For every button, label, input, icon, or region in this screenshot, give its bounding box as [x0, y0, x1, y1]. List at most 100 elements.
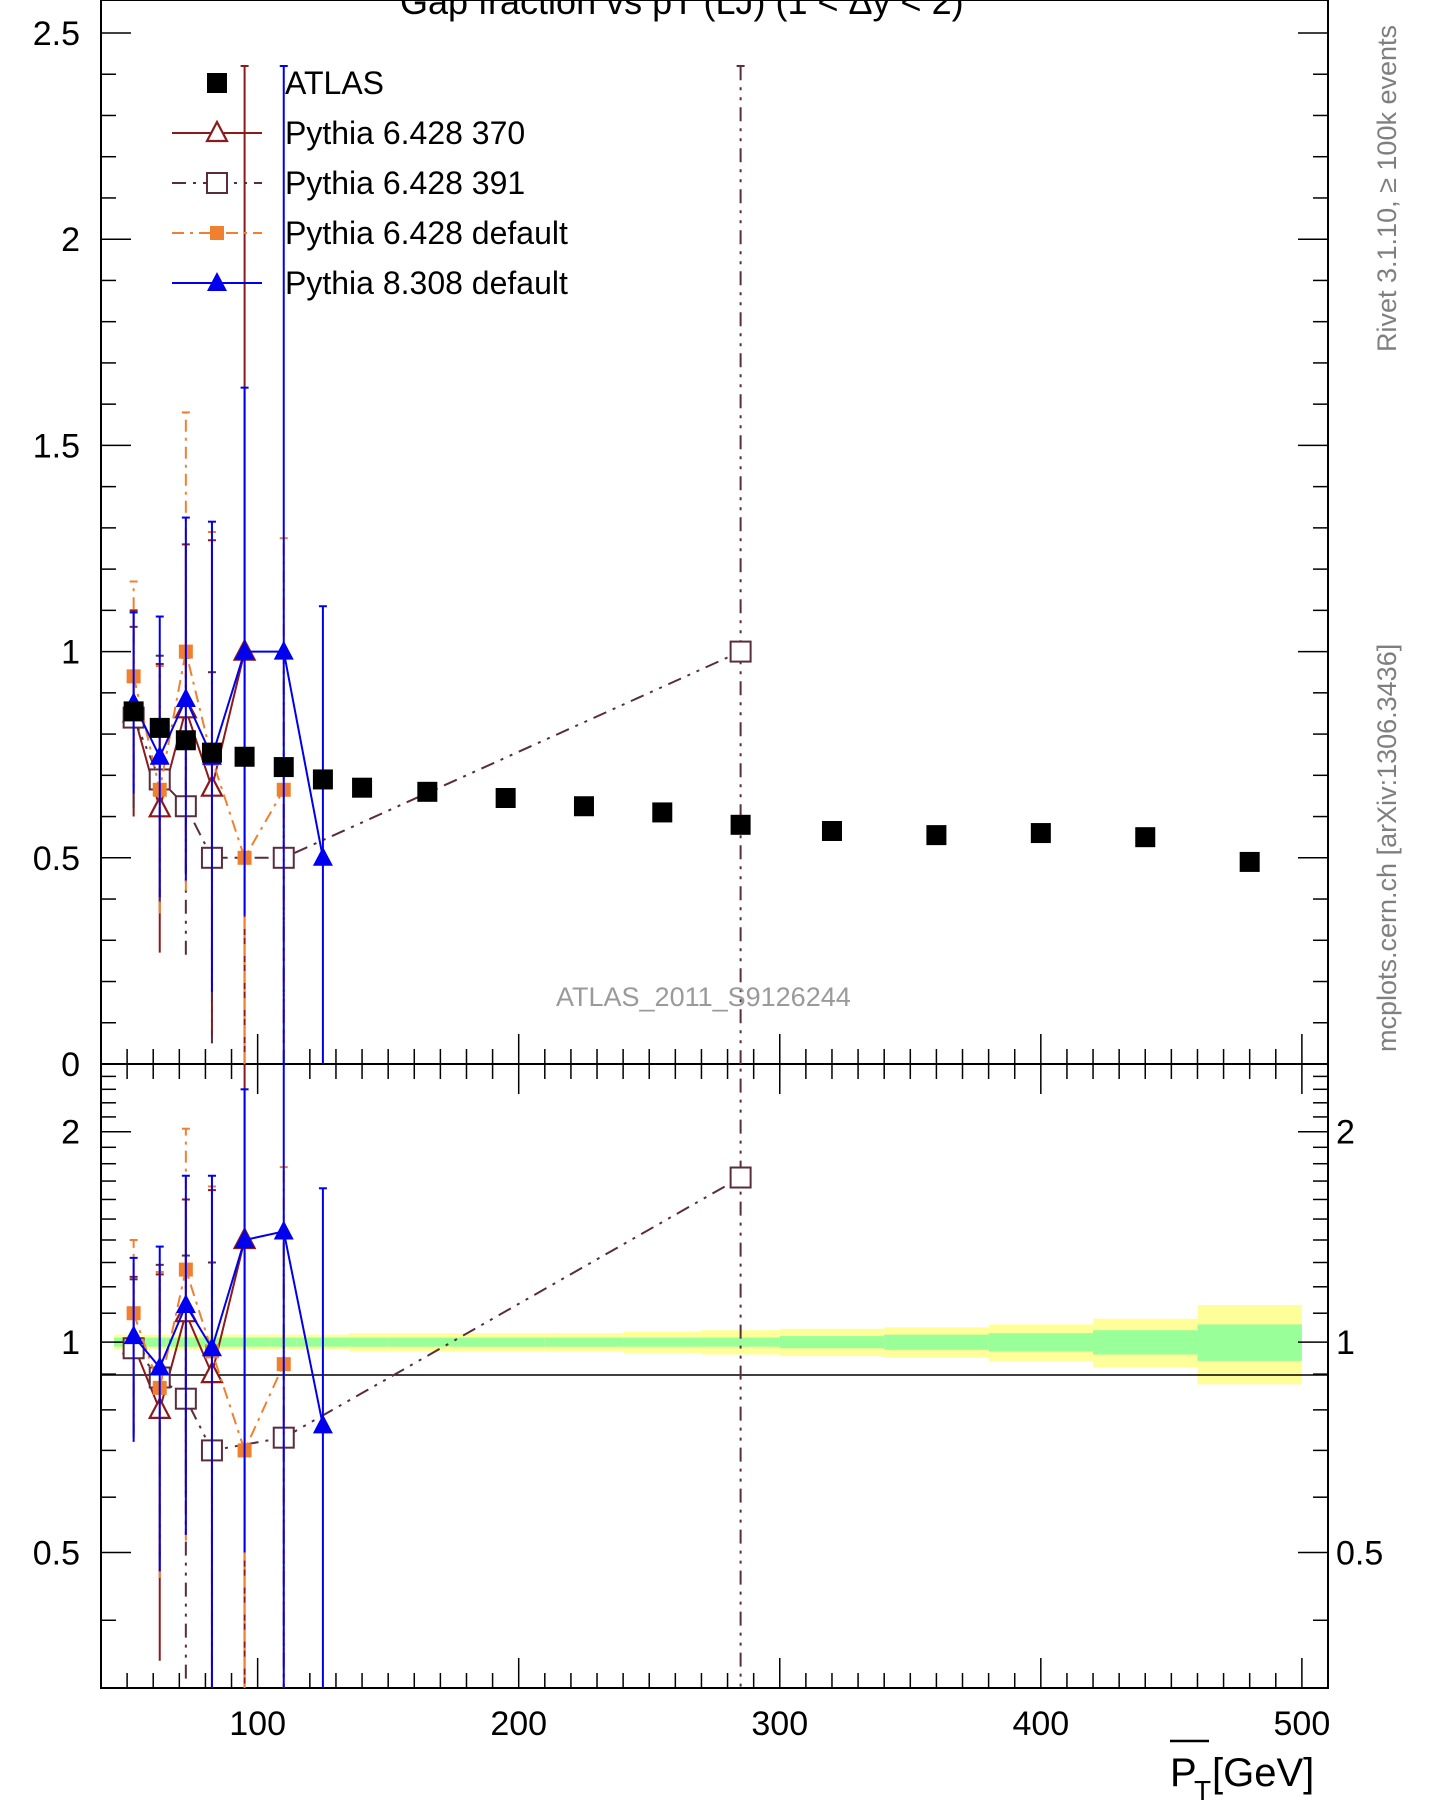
band-inner-segment [988, 1333, 1094, 1352]
series-point [729, 640, 752, 663]
series-point [149, 745, 170, 765]
rivet-version-label: Rivet 3.1.10, ≥ 100k events [1372, 25, 1402, 352]
y-tick-label-main: 0.5 [33, 840, 80, 878]
band-inner-segment [544, 1337, 624, 1347]
ratio-series-point [175, 1294, 196, 1314]
atlas-point [1030, 823, 1051, 844]
atlas-point [123, 701, 144, 722]
atlas-point [730, 814, 751, 835]
axis-ticks [101, 32, 1328, 1688]
main-series-layer [121, 64, 1260, 1064]
band-inner-segment [388, 1337, 467, 1347]
y-tick-label-ratio-right: 0.5 [1336, 1535, 1383, 1573]
legend-label: Pythia 6.428 391 [285, 165, 525, 201]
atlas-point [1239, 851, 1260, 872]
ratio-uncertainty-band [114, 1305, 1302, 1385]
atlas-point [273, 757, 294, 778]
legend-marker [207, 73, 227, 93]
legend-entry-atlas: ATLAS [207, 65, 384, 101]
atlas-point [652, 802, 673, 823]
ratio-series-layer [121, 1064, 752, 1688]
ratio-plot-frame [100, 1063, 1329, 1689]
ratio-series-line [132, 1265, 285, 1454]
band-inner-segment [1093, 1330, 1198, 1355]
band-inner-segment [884, 1334, 989, 1350]
x-tick-label: 500 [1274, 1705, 1331, 1743]
legend-marker [210, 226, 224, 240]
atlas-point [175, 730, 196, 751]
chart-title: Gap fraction vs pT (LJ) (1 < Δy < 2) [400, 0, 964, 22]
atlas-point [149, 717, 170, 738]
x-tick-label: 200 [490, 1705, 547, 1743]
series-py6_370 [121, 64, 257, 1064]
x-tick-label: 400 [1012, 1705, 1069, 1743]
atlas-point [201, 742, 222, 763]
atlas-point [352, 777, 373, 798]
x-axis-label-subscript: T [1194, 1775, 1211, 1800]
legend-marker [205, 119, 229, 143]
legend-label: Pythia 6.428 default [285, 215, 568, 251]
y-tick-label-main: 1 [61, 634, 80, 672]
y-tick-label-main: 2.5 [33, 15, 80, 53]
legend-marker [207, 272, 227, 291]
main-plot-frame [100, 0, 1329, 1065]
legend-entry-py8_default: Pythia 8.308 default [172, 265, 568, 301]
x-tick-label: 100 [229, 1705, 286, 1743]
atlas-point [417, 781, 438, 802]
y-tick-label-ratio-right: 2 [1336, 1114, 1355, 1152]
mcplots-label: mcplots.cern.ch [arXiv:1306.3436] [1372, 644, 1402, 1052]
y-tick-label-ratio-right: 1 [1336, 1324, 1355, 1362]
legend-entry-py6_default: Pythia 6.428 default [172, 215, 568, 251]
band-inner-segment [349, 1337, 389, 1347]
y-tick-label-ratio: 1 [61, 1324, 80, 1362]
ratio-series-point [123, 1325, 144, 1345]
legend-label: Pythia 8.308 default [285, 265, 568, 301]
ratio-series-point [149, 1356, 170, 1376]
band-inner-segment [466, 1337, 545, 1347]
y-tick-label-main: 1.5 [33, 427, 80, 465]
x-tick-label: 300 [751, 1705, 808, 1743]
analysis-label: ATLAS_2011_S9126244 [556, 982, 851, 1012]
ratio-series-line [132, 1230, 324, 1426]
atlas-point [312, 769, 333, 790]
band-inner-segment [1197, 1324, 1302, 1361]
ratio-series-py8_default [123, 1064, 333, 1688]
x-axis-label: P T [GeV] [1170, 1739, 1314, 1800]
x-axis-label-unit: [GeV] [1212, 1751, 1314, 1795]
legend-entry-py6_391: Pythia 6.428 391 [172, 165, 525, 201]
axis-tick-labels: 100 200 300 400 500 0 0.5 1 1.5 2 2.5 0.5 0.5 1 1 2 2 [33, 15, 1384, 1743]
atlas-point [821, 820, 842, 841]
legend-entry-py6_370: Pythia 6.428 370 [172, 115, 525, 151]
legend-marker [206, 172, 228, 194]
atlas-point [234, 746, 255, 767]
atlas-point [495, 788, 516, 808]
series-atlas [123, 701, 1260, 872]
ratio-series-point [312, 1414, 333, 1434]
ratio-series-point [201, 1337, 222, 1357]
band-inner-segment [779, 1336, 885, 1349]
ratio-series-py6_default [126, 1127, 291, 1688]
y-tick-label-ratio: 2 [61, 1114, 80, 1152]
series-line [132, 650, 742, 859]
legend-label: Pythia 6.428 370 [285, 115, 525, 151]
legend-label: ATLAS [285, 65, 384, 101]
y-tick-label-main: 0 [61, 1046, 80, 1084]
ratio-series-point [273, 1220, 294, 1240]
series-point [273, 640, 294, 660]
series-point [234, 640, 255, 660]
legend: ATLAS Pythia 6.428 370 Pythia 6.428 391 Pyt… [172, 65, 568, 301]
ratio-series-point [729, 1166, 752, 1189]
y-tick-label-main: 2 [61, 221, 80, 259]
ratio-series-point [234, 1228, 255, 1248]
series-point [175, 688, 196, 708]
band-inner-segment [701, 1337, 780, 1347]
y-tick-label-ratio: 0.5 [33, 1535, 80, 1573]
atlas-point [573, 796, 594, 817]
band-inner-segment [623, 1337, 702, 1347]
x-axis-label-main: P [1170, 1751, 1197, 1795]
series-point [312, 846, 333, 866]
atlas-point [926, 825, 947, 846]
ratio-series-line [132, 1176, 742, 1452]
atlas-point [1135, 827, 1156, 848]
